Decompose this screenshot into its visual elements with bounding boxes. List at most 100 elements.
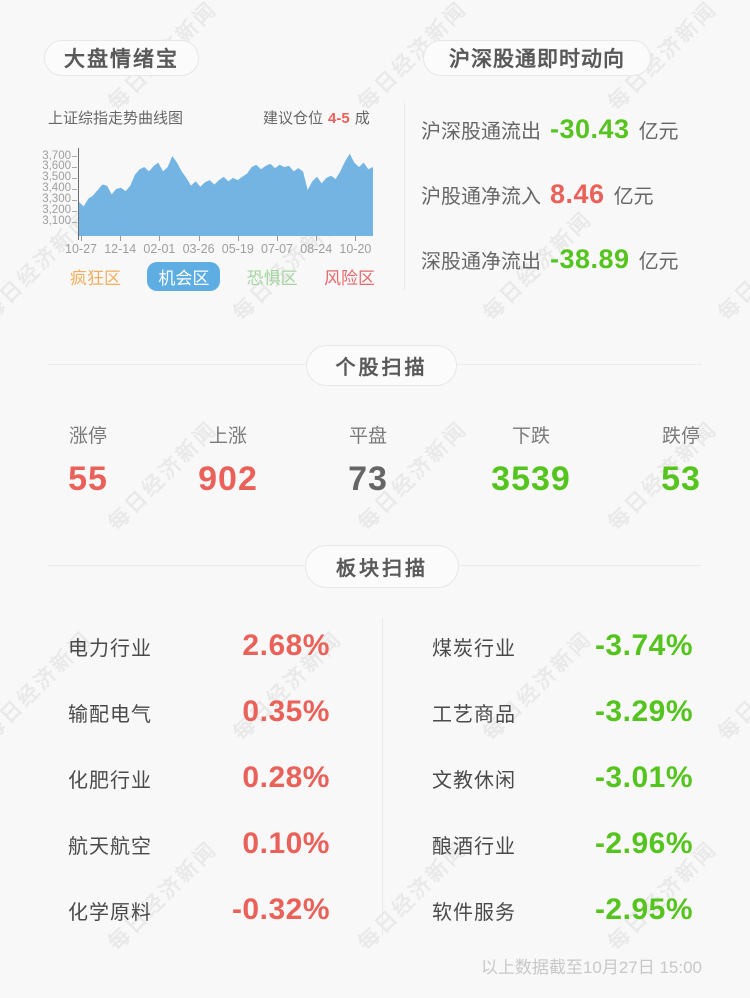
section-pill-sector-scan: 板块扫描	[305, 545, 459, 588]
sector-value: -3.29%	[594, 695, 693, 728]
chart-legend: 疯狂区 机会区 恐惧区 风险区	[70, 261, 375, 291]
advice-prefix: 建议仓位	[263, 110, 324, 127]
legend-item-fear-zone: 恐惧区	[246, 268, 298, 288]
index-series-area	[79, 153, 373, 236]
stat-value: 902	[198, 460, 258, 498]
sector-column-gainers: 电力行业 2.68% 输配电气 0.35% 化肥行业 0.28% 航天航空 0.…	[68, 613, 330, 943]
position-advice: 建议仓位 4-5 成	[263, 107, 370, 128]
x-axis-tick	[316, 236, 318, 241]
flow-value: 8.46	[550, 179, 605, 209]
sector-value: -2.95%	[594, 893, 693, 926]
x-axis-tick	[159, 236, 161, 241]
sector-label: 工艺商品	[432, 703, 516, 726]
stat-advancing: 上涨 902	[198, 421, 258, 499]
sector-row: 化肥行业 0.28%	[68, 745, 330, 811]
flow-label: 沪深股通流出	[421, 121, 541, 143]
sector-value: 0.35%	[242, 695, 330, 728]
sector-value: -3.01%	[594, 761, 693, 794]
x-axis-tick-label: 08-24	[300, 242, 333, 256]
stat-label: 涨停	[68, 426, 108, 447]
y-axis-tick-label: 3,400	[42, 182, 71, 195]
sector-row: 文教休闲 -3.01%	[432, 745, 693, 811]
y-axis-tick-label: 3,300	[42, 193, 71, 206]
stat-value: 55	[68, 460, 108, 498]
chart-y-axis-line	[78, 148, 79, 240]
section-pill-stocks-scan: 个股扫描	[306, 345, 457, 386]
x-axis-tick-label: 03-26	[182, 242, 215, 256]
sector-label: 化肥行业	[68, 769, 152, 792]
y-axis-tick	[72, 199, 77, 201]
sentiment-title: 大盘情绪宝	[64, 48, 179, 71]
sector-row: 输配电气 0.35%	[68, 679, 330, 745]
sector-label: 文教休闲	[432, 769, 516, 792]
chart-caption: 上证综指走势曲线图	[48, 110, 184, 127]
stat-label: 平盘	[348, 426, 388, 447]
section-pill-flows: 沪深股通即时动向	[423, 40, 651, 76]
x-axis-tick-label: 02-01	[143, 242, 176, 256]
sector-label: 电力行业	[68, 637, 152, 660]
stat-limit-down: 跌停 53	[661, 421, 701, 499]
divider-vertical-sectors	[382, 618, 383, 936]
advice-value: 4-5	[328, 110, 350, 127]
stat-value: 73	[348, 460, 388, 498]
sector-label: 航天航空	[68, 835, 152, 858]
y-axis-tick	[72, 167, 77, 168]
sector-scan-title: 板块扫描	[336, 558, 428, 580]
x-axis-tick-label: 10-20	[339, 242, 372, 256]
flow-value: -38.89	[550, 244, 630, 274]
flow-label: 深股通净流出	[421, 251, 541, 273]
flow-unit: 亿元	[638, 251, 679, 273]
x-axis-tick	[198, 236, 200, 241]
flow-label: 沪股通净流入	[421, 186, 541, 208]
legend-item-crazy-zone: 疯狂区	[70, 268, 121, 288]
flow-unit: 亿元	[638, 121, 679, 143]
index-area-chart: 3,700 3,600 3,500 3,400 3,300 3,200 3,100 10-27…	[42, 148, 373, 256]
stocks-scan-title: 个股扫描	[335, 357, 428, 379]
y-axis-tick-label: 3,600	[42, 160, 71, 173]
sector-value: -0.32%	[231, 893, 330, 926]
sector-label: 软件服务	[432, 901, 516, 924]
y-axis-tick	[72, 177, 77, 179]
sector-row: 化学原料 -0.32%	[68, 877, 330, 943]
stat-label: 下跌	[511, 426, 551, 447]
stat-limit-up: 涨停 55	[68, 421, 108, 499]
stat-value: 3539	[491, 460, 571, 498]
y-axis-tick	[72, 210, 77, 212]
stat-label: 跌停	[661, 426, 701, 447]
sector-value: 0.10%	[242, 827, 330, 860]
sector-row: 航天航空 0.10%	[68, 811, 330, 877]
sector-label: 酿酒行业	[432, 835, 516, 858]
sector-label: 输配电气	[68, 703, 152, 726]
flow-unit: 亿元	[613, 186, 654, 208]
flows-title: 沪深股通即时动向	[449, 48, 625, 71]
data-cutoff-note: 以上数据截至10月27日 15:00	[480, 958, 702, 977]
flow-row-shenzhen: 深股通净流出 -38.89 亿元	[421, 244, 679, 275]
x-axis-tick	[277, 236, 278, 241]
x-axis-tick-label: 12-14	[104, 242, 137, 256]
stat-unchanged: 平盘 73	[348, 421, 388, 499]
stat-label: 上涨	[208, 426, 248, 447]
x-axis-tick-label: 05-19	[221, 242, 254, 256]
x-axis-tick-label: 07-07	[261, 242, 293, 256]
x-axis-tick	[355, 236, 357, 241]
x-axis-tick-label: 10-27	[65, 242, 97, 256]
sector-label: 煤炭行业	[432, 637, 516, 660]
x-axis-tick	[237, 236, 239, 241]
y-axis-tick	[72, 221, 77, 223]
sector-row: 工艺商品 -3.29%	[432, 679, 693, 745]
stat-value: 53	[661, 460, 701, 498]
sector-column-losers: 煤炭行业 -3.74% 工艺商品 -3.29% 文教休闲 -3.01% 酿酒行业…	[432, 613, 693, 943]
sector-row: 电力行业 2.68%	[68, 613, 330, 679]
y-axis-tick-label: 3,500	[42, 171, 71, 184]
sector-value: -2.96%	[594, 827, 693, 860]
sector-value: -3.74%	[594, 629, 693, 662]
divider-vertical-flows	[404, 103, 405, 290]
sector-label: 化学原料	[68, 901, 152, 924]
y-axis-tick	[72, 188, 77, 190]
flow-row-shanghai: 沪股通净流入 8.46 亿元	[421, 179, 654, 210]
flow-row-total: 沪深股通流出 -30.43 亿元	[421, 114, 679, 145]
x-axis-tick	[120, 236, 122, 241]
sector-value: 0.28%	[242, 761, 330, 794]
sector-row: 软件服务 -2.95%	[432, 877, 693, 943]
